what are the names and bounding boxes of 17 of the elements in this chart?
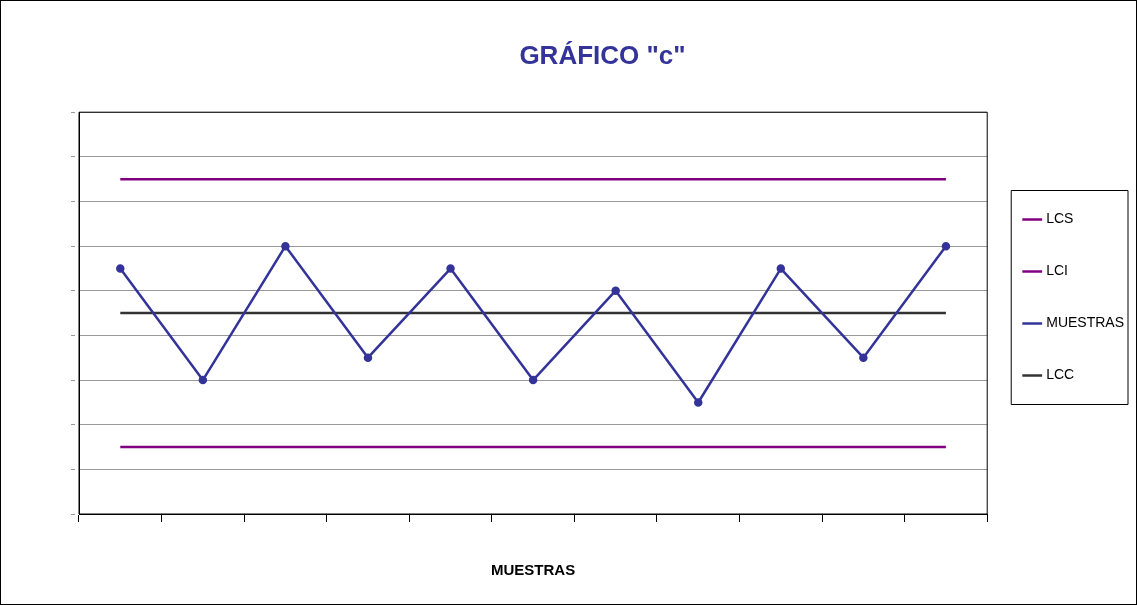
point bbox=[528, 375, 538, 385]
legend-label: LCC bbox=[1046, 366, 1075, 383]
legend-label: LCS bbox=[1046, 210, 1074, 227]
legend-label: LCI bbox=[1046, 262, 1069, 279]
point bbox=[116, 264, 125, 273]
point bbox=[446, 264, 455, 273]
point bbox=[611, 286, 620, 295]
point bbox=[693, 398, 703, 407]
point bbox=[198, 375, 208, 385]
x-axis-title: MUESTRAS bbox=[491, 561, 576, 579]
point bbox=[859, 353, 868, 362]
point bbox=[776, 264, 786, 273]
legend-label: MUESTRAS bbox=[1046, 314, 1125, 331]
point bbox=[941, 241, 951, 251]
point bbox=[281, 241, 290, 251]
point bbox=[363, 353, 373, 362]
chart-title: GRÁFICO "c" bbox=[519, 39, 686, 70]
